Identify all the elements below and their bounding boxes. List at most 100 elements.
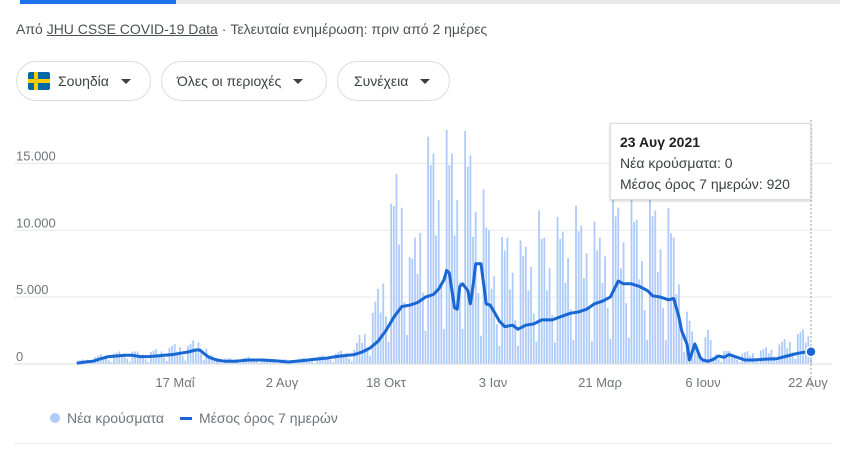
case-bar bbox=[179, 347, 181, 364]
case-bar bbox=[543, 237, 546, 364]
x-tick-label: 3 Ιαν bbox=[479, 375, 507, 390]
case-bar bbox=[519, 240, 522, 364]
case-bar bbox=[102, 357, 105, 364]
case-bar bbox=[105, 355, 107, 364]
case-bar bbox=[329, 359, 332, 364]
case-bar bbox=[643, 310, 646, 364]
case-bar bbox=[614, 216, 617, 364]
case-bar bbox=[382, 283, 385, 364]
case-bar bbox=[622, 242, 625, 364]
bottom-divider bbox=[14, 443, 832, 444]
case-bar bbox=[429, 165, 432, 364]
case-bar bbox=[683, 351, 686, 364]
case-bar bbox=[186, 345, 189, 364]
tooltip-average: Μέσος όρος 7 ημερών: 920 bbox=[620, 176, 790, 192]
case-bar bbox=[395, 173, 398, 364]
case-bar bbox=[664, 340, 667, 364]
y-tick-label: 15.000 bbox=[16, 148, 56, 163]
case-bar bbox=[788, 342, 791, 364]
country-dropdown[interactable]: Σουηδία bbox=[16, 61, 151, 101]
case-bar bbox=[448, 165, 451, 364]
case-bar bbox=[551, 314, 554, 364]
case-bar bbox=[406, 334, 408, 364]
metric-dropdown-label: Συνέχεια bbox=[354, 73, 409, 89]
case-bar bbox=[588, 307, 591, 364]
case-bar bbox=[575, 205, 577, 364]
x-tick-label: 17 Μαΐ bbox=[155, 375, 195, 390]
case-bar bbox=[733, 355, 736, 364]
case-bar bbox=[649, 196, 651, 364]
y-tick-label: 0 bbox=[16, 349, 23, 364]
y-tick-label: 5.000 bbox=[16, 282, 49, 297]
source-line: Από JHU CSSE COVID-19 Data · Τελευταία ε… bbox=[16, 21, 487, 37]
case-bar bbox=[91, 362, 94, 364]
case-bar bbox=[625, 303, 628, 364]
case-bar bbox=[556, 216, 559, 364]
country-dropdown-label: Σουηδία bbox=[58, 73, 109, 89]
region-dropdown[interactable]: Όλες οι περιοχές bbox=[161, 61, 327, 101]
case-bar bbox=[456, 200, 459, 364]
metric-dropdown[interactable]: Συνέχεια bbox=[337, 61, 450, 101]
case-bar bbox=[524, 246, 527, 364]
source-link[interactable]: JHU CSSE COVID-19 Data bbox=[46, 21, 218, 37]
case-bar bbox=[680, 330, 683, 364]
case-bar bbox=[730, 356, 733, 364]
hover-point bbox=[805, 345, 817, 358]
case-bar bbox=[720, 361, 723, 364]
case-bar bbox=[799, 331, 802, 364]
case-bar bbox=[157, 354, 160, 364]
case-bar bbox=[189, 343, 192, 364]
case-bar bbox=[142, 354, 144, 364]
case-bar bbox=[237, 361, 239, 364]
case-bar bbox=[522, 256, 525, 364]
case-bar bbox=[794, 358, 797, 364]
sweden-flag-icon bbox=[28, 72, 50, 90]
case-bar bbox=[783, 339, 786, 364]
case-bar bbox=[308, 358, 311, 364]
case-bar bbox=[445, 130, 448, 364]
case-bar bbox=[538, 210, 540, 364]
case-bar bbox=[802, 329, 804, 364]
case-bar bbox=[184, 360, 187, 364]
x-tick-label: 6 Ιουν bbox=[685, 375, 720, 390]
case-bar bbox=[316, 357, 319, 364]
case-bar bbox=[192, 340, 195, 364]
case-bar bbox=[546, 290, 548, 364]
tab-indicator-bar bbox=[20, 0, 840, 4]
case-bar bbox=[757, 361, 760, 364]
case-bar bbox=[567, 257, 569, 364]
case-bar bbox=[403, 302, 406, 364]
case-bar bbox=[113, 353, 115, 364]
covid-cases-chart[interactable]: 0 5.000 10.000 15.000 17 Μαΐ 2 Αυγ 18 Οκτ 3 Ιαν… bbox=[0, 110, 861, 410]
x-tick-label: 22 Αυγ bbox=[788, 375, 828, 390]
case-bar bbox=[580, 225, 583, 364]
case-bar bbox=[208, 354, 210, 364]
case-bar bbox=[421, 292, 424, 364]
case-bar bbox=[490, 288, 493, 364]
case-bar bbox=[651, 216, 654, 364]
case-bar bbox=[163, 357, 166, 364]
case-bar bbox=[746, 351, 749, 364]
case-bar bbox=[443, 328, 445, 364]
case-bar bbox=[147, 361, 150, 364]
case-bar bbox=[440, 282, 443, 364]
legend-new-cases-swatch bbox=[50, 413, 60, 423]
legend-new-cases-label: Νέα κρούσματα bbox=[67, 410, 164, 426]
case-bar bbox=[701, 359, 704, 364]
case-bar bbox=[487, 230, 490, 364]
case-bar bbox=[416, 273, 419, 364]
case-bar bbox=[213, 358, 216, 364]
case-bar bbox=[139, 356, 142, 364]
case-bar bbox=[659, 249, 662, 364]
case-bar bbox=[414, 237, 416, 364]
case-bar bbox=[221, 362, 224, 364]
case-bar bbox=[527, 290, 530, 364]
source-separator: · bbox=[221, 21, 227, 37]
case-bar bbox=[596, 250, 599, 364]
x-tick-label: 21 Μαρ bbox=[578, 375, 622, 390]
caret-down-icon bbox=[120, 78, 131, 84]
case-bar bbox=[437, 200, 440, 364]
case-bar bbox=[176, 351, 179, 364]
case-bar bbox=[134, 351, 136, 364]
tooltip-date: 23 Αυγ 2021 bbox=[620, 134, 701, 150]
